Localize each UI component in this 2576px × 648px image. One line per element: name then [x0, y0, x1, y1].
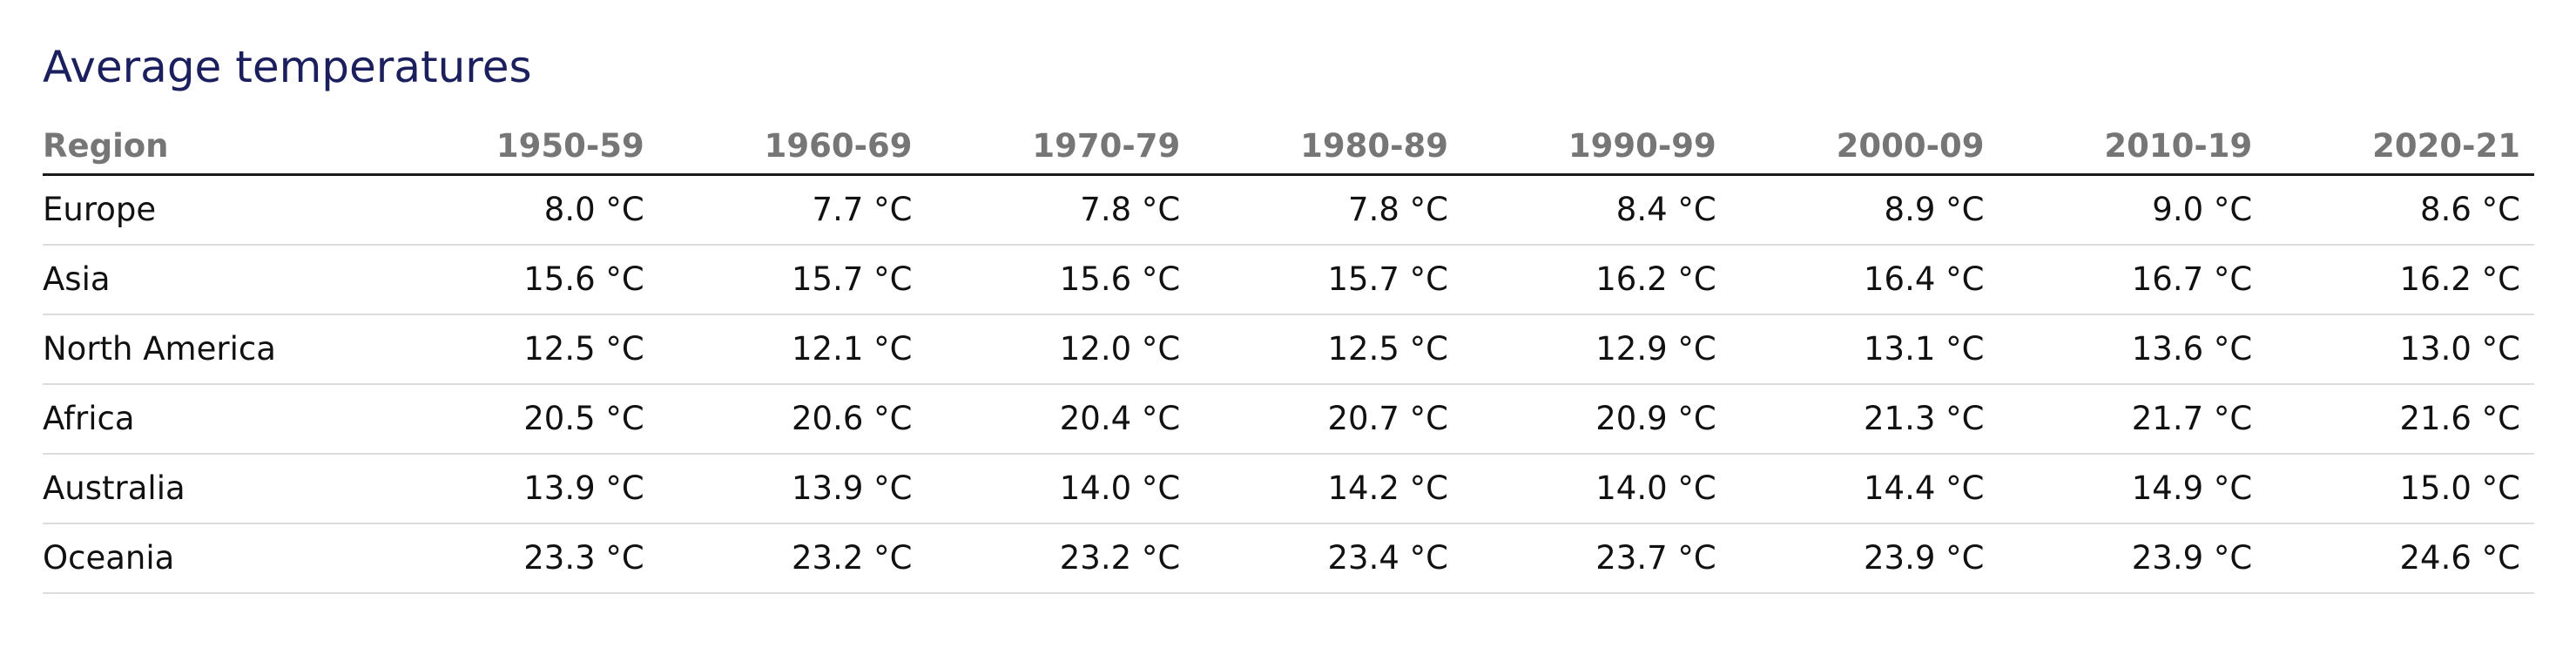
header-row: Region 1950-59 1960-69 1970-79 1980-89 1990-9… — [43, 122, 2534, 176]
temperature-cell: 13.6 °C — [1998, 314, 2267, 385]
column-header-decade: 1990-99 — [1462, 122, 1730, 176]
temperature-cell: 16.4 °C — [1730, 245, 1999, 315]
temperature-cell: 20.9 °C — [1462, 384, 1730, 455]
column-header-decade: 2000-09 — [1730, 122, 1999, 176]
temperature-cell: 23.2 °C — [657, 523, 927, 594]
temperature-cell: 14.0 °C — [926, 454, 1195, 524]
temperature-cell: 13.9 °C — [390, 454, 658, 524]
temperature-cell: 21.3 °C — [1730, 384, 1999, 455]
temperature-cell: 8.9 °C — [1730, 174, 1999, 246]
temperature-cell: 20.5 °C — [390, 384, 658, 455]
temperature-cell: 14.4 °C — [1730, 454, 1999, 524]
temperature-cell: 20.7 °C — [1194, 384, 1462, 455]
table-row: Asia 15.6 °C 15.7 °C 15.6 °C 15.7 °C 16.2 °C 1… — [43, 245, 2534, 315]
temperature-cell: 23.7 °C — [1462, 523, 1730, 594]
column-header-decade: 1950-59 — [390, 122, 658, 176]
temperature-cell: 12.0 °C — [926, 314, 1195, 385]
temperature-cell: 24.6 °C — [2266, 523, 2534, 594]
temperature-cell: 13.9 °C — [657, 454, 927, 524]
column-header-region: Region — [43, 122, 390, 176]
temperature-cell: 8.0 °C — [390, 174, 658, 246]
temperature-cell: 14.2 °C — [1194, 454, 1462, 524]
temperature-cell: 23.9 °C — [1730, 523, 1999, 594]
temperature-cell: 16.2 °C — [2266, 245, 2534, 315]
temperature-cell: 7.8 °C — [1194, 174, 1462, 246]
temperature-cell: 15.7 °C — [657, 245, 927, 315]
region-cell: North America — [43, 314, 390, 385]
temperature-cell: 15.6 °C — [926, 245, 1195, 315]
table-row: Oceania 23.3 °C 23.2 °C 23.2 °C 23.4 °C 23.7 … — [43, 523, 2534, 594]
temperature-cell: 8.4 °C — [1462, 174, 1730, 246]
temperature-cell: 9.0 °C — [1998, 174, 2267, 246]
temperature-cell: 16.7 °C — [1998, 245, 2267, 315]
temperature-cell: 23.3 °C — [390, 523, 658, 594]
temperature-cell: 14.9 °C — [1998, 454, 2267, 524]
region-cell: Asia — [43, 245, 390, 315]
column-header-decade: 2010-19 — [1998, 122, 2267, 176]
temperature-table: Region 1950-59 1960-69 1970-79 1980-89 1990-9… — [43, 122, 2534, 594]
temperature-cell: 15.6 °C — [390, 245, 658, 315]
temperature-cell: 14.0 °C — [1462, 454, 1730, 524]
table-row: North America 12.5 °C 12.1 °C 12.0 °C 12.5 °… — [43, 314, 2534, 385]
temperature-cell: 15.0 °C — [2266, 454, 2534, 524]
region-cell: Australia — [43, 454, 390, 524]
column-header-decade: 1960-69 — [657, 122, 927, 176]
temperature-cell: 21.6 °C — [2266, 384, 2534, 455]
column-header-decade: 2020-21 — [2266, 122, 2534, 176]
temperature-cell: 20.6 °C — [657, 384, 927, 455]
temperature-cell: 7.8 °C — [926, 174, 1195, 246]
temperature-cell: 23.2 °C — [926, 523, 1195, 594]
column-header-decade: 1970-79 — [926, 122, 1195, 176]
temperature-cell: 12.1 °C — [657, 314, 927, 385]
region-cell: Europe — [43, 174, 390, 246]
temperature-cell: 23.4 °C — [1194, 523, 1462, 594]
temperature-cell: 12.9 °C — [1462, 314, 1730, 385]
temperature-cell: 20.4 °C — [926, 384, 1195, 455]
temperature-cell: 8.6 °C — [2266, 174, 2534, 246]
temperature-cell: 13.0 °C — [2266, 314, 2534, 385]
table-row: Europe 8.0 °C 7.7 °C 7.8 °C 7.8 °C 8.4 °C 8.9 … — [43, 174, 2534, 246]
column-header-decade: 1980-89 — [1194, 122, 1462, 176]
temperature-cell: 23.9 °C — [1998, 523, 2267, 594]
temperature-cell: 7.7 °C — [657, 174, 927, 246]
temperature-cell: 16.2 °C — [1462, 245, 1730, 315]
region-cell: Africa — [43, 384, 390, 455]
table-row: Africa 20.5 °C 20.6 °C 20.4 °C 20.7 °C 20.9 °… — [43, 384, 2534, 455]
table-body: Europe 8.0 °C 7.7 °C 7.8 °C 7.8 °C 8.4 °C 8.9 … — [43, 174, 2534, 594]
temperature-cell: 12.5 °C — [390, 314, 658, 385]
table-row: Australia 13.9 °C 13.9 °C 14.0 °C 14.2 °C 14.… — [43, 454, 2534, 524]
temperature-cell: 15.7 °C — [1194, 245, 1462, 315]
temperature-cell: 13.1 °C — [1730, 314, 1999, 385]
temperature-cell: 21.7 °C — [1998, 384, 2267, 455]
table-title: Average temperatures — [43, 42, 532, 92]
region-cell: Oceania — [43, 523, 390, 594]
temperature-cell: 12.5 °C — [1194, 314, 1462, 385]
